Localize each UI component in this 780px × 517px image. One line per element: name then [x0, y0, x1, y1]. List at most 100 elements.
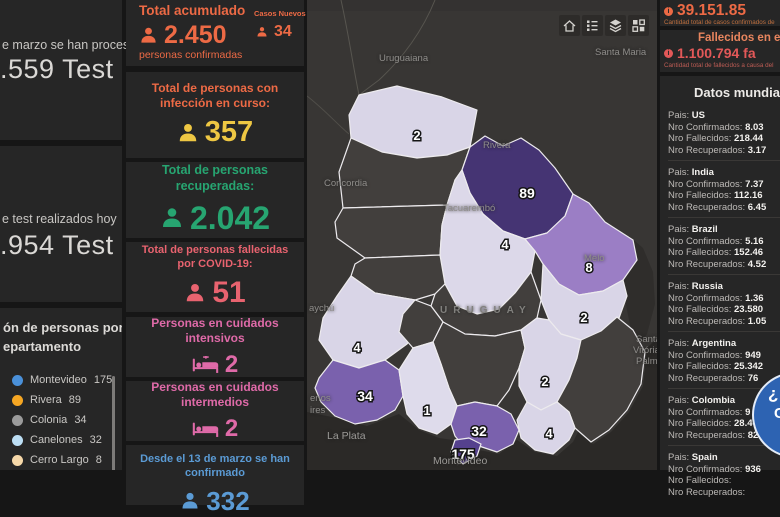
- country-deaths-row: Nro Fallecidos: 112.16: [668, 190, 763, 201]
- department-montevideo[interactable]: [450, 437, 482, 465]
- map-label-uruguay: URUGUAY: [440, 305, 532, 316]
- country-name-row: Pais: India: [668, 167, 714, 178]
- legend-label: Cerro Largo: [30, 454, 89, 466]
- legend-value: 32: [89, 434, 102, 446]
- active-cases-title: Total de personas con infección en curso…: [151, 81, 279, 110]
- intermediate-care-value-row: 2: [192, 415, 238, 443]
- country-confirmed-row: Nro Confirmados: 1.36: [668, 292, 764, 304]
- department-legend-card: ón de personas por epartamento Montevide…: [0, 308, 122, 470]
- map-label-vitoria-do: Vitória do: [633, 345, 657, 356]
- world-data-header: Datos mundiales de: [694, 85, 780, 100]
- dept-count-montevideo: 175: [451, 446, 475, 462]
- tests-today-card: e test realizados hoy .954 Test: [0, 146, 122, 302]
- country-block-argentina: Pais: Argentina Nro Confirmados: 949 Nro…: [668, 332, 780, 389]
- home-icon: [563, 20, 576, 32]
- world-deaths-card: Fallecidos en el 1.100.794 fa Cantidad t…: [660, 30, 780, 72]
- intermediate-care-value: 2: [224, 414, 239, 442]
- country-name-row: Pais: Argentina: [668, 338, 737, 349]
- rio-de-la-plata-water: [307, 338, 657, 470]
- legend-label: Colonia: [30, 414, 68, 426]
- river-line: [358, 0, 436, 96]
- icu-value-row: 2: [192, 351, 238, 379]
- legend-value: 175: [93, 374, 113, 386]
- layers-button[interactable]: [605, 15, 626, 36]
- world-deaths-row: 1.100.794 fa: [664, 45, 756, 61]
- country-block-spain: Pais: Spain Nro Confirmados: 936 Nro Fal…: [668, 446, 780, 503]
- intermediate-care-title: Personas en cuidados intermedios: [151, 379, 279, 409]
- basemap-gallery-icon: [632, 19, 645, 32]
- recovered-value: 2.042: [189, 199, 271, 236]
- map-top-band: [307, 0, 657, 11]
- tests-today-caption: e test realizados hoy: [2, 212, 117, 226]
- basemap-button[interactable]: [628, 15, 649, 36]
- map-label-aires: ires: [310, 405, 326, 416]
- department-colonia[interactable]: [314, 359, 404, 425]
- department-maldonado[interactable]: [516, 401, 576, 455]
- choropleth-map-svg: 2 89 4 8 2 4 34 1 2 4 32 175: [307, 0, 657, 470]
- dept-count-artigas: 2: [413, 128, 420, 143]
- country-deaths-row: Nro Fallecidos: 218.44: [668, 133, 764, 144]
- country-name-row: Pais: Colombia: [668, 395, 736, 406]
- legend-label: Rivera: [30, 394, 62, 406]
- deaths-value: 51: [212, 276, 246, 310]
- department-rocha[interactable]: [556, 316, 646, 443]
- country-name: Brazil: [691, 224, 718, 235]
- dept-count-cerro-largo: 8: [585, 260, 592, 275]
- info-icon[interactable]: [664, 6, 673, 16]
- dept-count-colonia: 34: [357, 388, 373, 404]
- country-recovered-row: Nro Recuperados: 3.17: [668, 144, 767, 156]
- world-deaths-caption: Cantidad total de fallecidos a causa del: [664, 62, 774, 69]
- country-recovered-row: Nro Recuperados:: [668, 486, 746, 498]
- country-deaths-row: Nro Fallecidos:: [668, 475, 732, 486]
- legend-button[interactable]: [582, 15, 603, 36]
- legend-label: Montevideo: [30, 374, 87, 386]
- country-confirmed-row: Nro Confirmados: 5.16: [668, 235, 764, 247]
- home-button[interactable]: [559, 15, 580, 36]
- uruguay-map[interactable]: 2 89 4 8 2 4 34 1 2 4 32 175 Uruguaiana …: [307, 0, 657, 470]
- map-label-gualeguaychu: aychú: [309, 303, 335, 314]
- info-icon[interactable]: [664, 48, 673, 58]
- badge-text-line1: ¿: [768, 384, 779, 403]
- legend-dot-rivera: [12, 394, 23, 406]
- country-deaths-row: Nro Fallecidos: 28.4: [668, 418, 753, 429]
- deaths-card: Total de personas fallecidas por COVID-1…: [126, 242, 304, 312]
- country-confirmed-row: Nro Confirmados: 7.37: [668, 178, 764, 190]
- country-name-row: Pais: Brazil: [668, 224, 718, 235]
- country-deaths-row: Nro Fallecidos: 152.46: [668, 247, 764, 258]
- world-confirmed-card: 39.151.85 Cantidad total de casos confir…: [660, 0, 780, 26]
- badge-text-line2: C: [774, 405, 780, 422]
- person-icon: [184, 282, 206, 304]
- country-name-row: Pais: US: [668, 110, 705, 121]
- country-name-row: Pais: Russia: [668, 281, 723, 292]
- world-deaths-header: Fallecidos en el: [698, 32, 780, 44]
- country-block-us: Pais: US Nro Confirmados: 8.03 Nro Falle…: [668, 104, 780, 161]
- layers-icon: [609, 19, 622, 33]
- legend-value: 89: [68, 394, 82, 406]
- country-name: Colombia: [691, 395, 736, 406]
- legend-title-line2: epartamento: [3, 339, 82, 354]
- river-line: [307, 95, 350, 135]
- dept-count-tacuarembo: 4: [501, 237, 509, 252]
- accumulated-value: 2.450: [164, 21, 227, 49]
- map-label-montevideo: Montevideo: [433, 455, 488, 467]
- country-confirmed-row: Nro Confirmados: 9: [668, 406, 751, 418]
- map-label-palmar: Palmar: [636, 356, 657, 367]
- active-cases-value-row: 357: [177, 116, 253, 149]
- recovered-title: Total de personas recuperadas:: [161, 163, 269, 193]
- map-label-santa-maria: Santa Maria: [595, 47, 647, 58]
- accumulated-title: Total acumulado: [139, 3, 246, 18]
- country-confirmed-row: Nro Confirmados: 936: [668, 463, 761, 475]
- person-icon: [180, 491, 200, 511]
- world-confirmed-row: 39.151.85: [664, 2, 746, 20]
- country-deaths-row: Nro Fallecidos: 25.342: [668, 361, 764, 372]
- dept-count-san-jose: 1: [423, 403, 430, 418]
- country-block-colombia: Pais: Colombia Nro Confirmados: 9 Nro Fa…: [668, 389, 780, 446]
- legend-dot-canelones: [12, 434, 23, 446]
- legend-scrollbar[interactable]: [112, 376, 115, 470]
- map-label-santa: Santa: [636, 334, 657, 345]
- icu-value: 2: [224, 350, 239, 378]
- active-cases-card: Total de personas con infección en curso…: [126, 72, 304, 158]
- tests-today-value: .954 Test: [0, 230, 114, 260]
- intermediate-care-card: Personas en cuidados intermedios 2: [126, 379, 304, 443]
- world-deaths-value: 1.100.794 fa: [677, 45, 756, 61]
